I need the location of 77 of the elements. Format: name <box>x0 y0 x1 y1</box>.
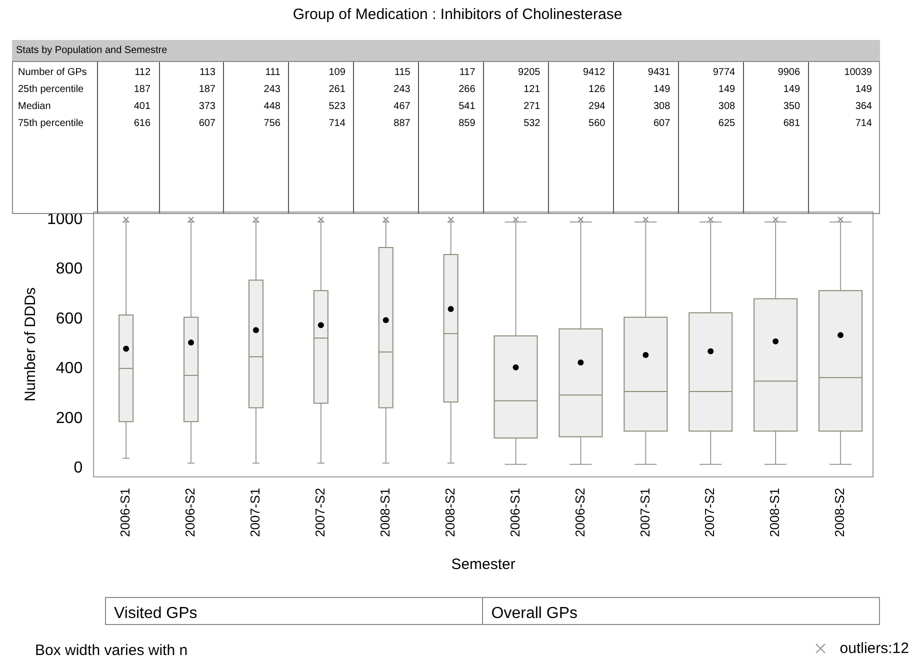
x-tick-label: 2006-S1 <box>507 488 522 538</box>
text: 625 <box>718 118 736 129</box>
text: 364 <box>855 101 872 112</box>
text: 261 <box>328 84 346 95</box>
y-axis-title: Number of DDDs <box>22 287 40 402</box>
text: 187 <box>134 84 151 95</box>
text: Overall GPs <box>483 597 880 625</box>
text: 714 <box>328 118 346 129</box>
text: 271 <box>524 101 540 112</box>
x-tick-label: 2008-S1 <box>377 488 392 538</box>
text: 607 <box>198 118 216 129</box>
text: 149 <box>855 84 872 95</box>
text: Stats by Population and Semestre <box>12 40 880 62</box>
x-tick-label: 2006-S2 <box>572 488 588 538</box>
x-tick-label: 2007-S2 <box>702 488 718 538</box>
x-tick-label: 2008-S1 <box>767 488 782 538</box>
x-tick-label: 2006-S2 <box>182 488 198 538</box>
text: 607 <box>653 118 670 129</box>
text: 243 <box>394 84 410 95</box>
y-tick-label: 400 <box>56 360 83 378</box>
x-tick-label: 2006-S1 <box>118 488 133 538</box>
text: 187 <box>198 84 216 95</box>
x-axis-title: Semester <box>451 556 516 574</box>
text: Box width varies with n <box>35 642 188 659</box>
text: 681 <box>783 118 800 129</box>
text: 75th percentile <box>18 118 84 129</box>
x-tick-label: 2007-S1 <box>248 488 263 538</box>
text: 111 <box>265 67 280 78</box>
y-tick-label: 200 <box>56 410 83 427</box>
text: Median <box>18 101 51 112</box>
y-tick-label: 800 <box>56 260 83 278</box>
y-tick-label: 600 <box>56 310 83 328</box>
text: 308 <box>653 101 670 112</box>
text: 109 <box>328 67 346 78</box>
text: 10039 <box>844 67 872 78</box>
text: 149 <box>783 84 800 95</box>
text: 243 <box>264 84 280 95</box>
text: 9906 <box>778 67 800 78</box>
text: 308 <box>718 101 736 112</box>
text: 523 <box>328 101 346 112</box>
text: 266 <box>458 84 476 95</box>
text: 9412 <box>582 67 606 78</box>
text: 126 <box>588 84 606 95</box>
text: 112 <box>134 67 151 78</box>
text: 149 <box>653 84 670 95</box>
chart-title: Group of Medication : Inhibitors of Cholinesterase <box>292 6 624 23</box>
text: 113 <box>200 67 216 78</box>
text: 448 <box>264 101 280 112</box>
text: 117 <box>459 67 476 78</box>
text: 9431 <box>648 67 670 78</box>
text: 149 <box>718 84 736 95</box>
text: 541 <box>458 101 476 112</box>
text: 859 <box>458 118 476 129</box>
text: 756 <box>264 118 280 129</box>
y-tick-label: 0 <box>74 460 83 477</box>
text: 467 <box>394 101 410 112</box>
text: 294 <box>588 101 606 112</box>
text: 373 <box>198 101 216 112</box>
text: 532 <box>524 118 540 129</box>
x-tick-label: 2007-S1 <box>637 488 652 538</box>
text: 115 <box>394 67 410 78</box>
text: 350 <box>783 101 800 112</box>
text: 9205 <box>518 67 540 78</box>
x-tick-label: 2008-S2 <box>442 488 458 538</box>
text: Number of GPs <box>18 67 87 78</box>
text: 560 <box>588 118 606 129</box>
text: 714 <box>855 118 872 129</box>
text: 401 <box>134 101 151 112</box>
x-tick-label: 2007-S2 <box>312 488 328 538</box>
text: 9774 <box>712 67 736 78</box>
text: 25th percentile <box>18 84 84 95</box>
text: 121 <box>524 84 540 95</box>
text: outliers:12 <box>840 640 909 657</box>
text: Visited GPs <box>105 597 484 625</box>
text: 616 <box>134 118 151 129</box>
text: 887 <box>394 118 410 129</box>
x-tick-label: 2008-S2 <box>832 488 848 538</box>
